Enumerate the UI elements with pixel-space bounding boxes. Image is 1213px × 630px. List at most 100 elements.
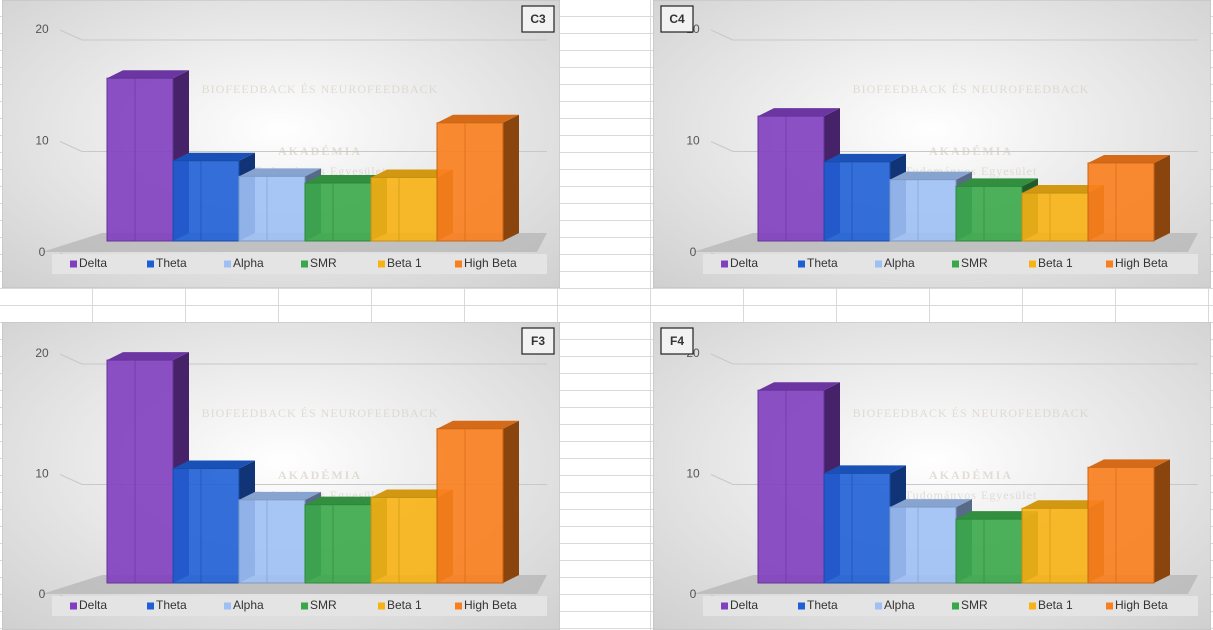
bar [1087,466,1155,584]
chart-panel: BIOFEEDBACK ÉS NEUROFEEDBACKAKADÉMIATudo… [2,322,560,630]
bar [823,472,891,584]
bar [238,499,306,584]
bar [889,506,957,584]
title-box [521,5,555,33]
bar [370,496,438,584]
chart: BIOFEEDBACK ÉS NEUROFEEDBACK AKADÉMIA Tudo… [653,322,1211,630]
legend-label: Theta [807,598,838,612]
legend-label: SMR [961,256,988,270]
chart: BIOFEEDBACK ÉS NEUROFEEDBACKAKADÉMIATudo… [653,0,1211,288]
y-tick-label: 0 [690,587,697,601]
bar [1087,162,1155,242]
legend-label: Beta 1 [1038,256,1073,270]
chart-title: F3 [531,334,545,348]
grid-line-wall [59,29,83,41]
y-tick-label: 0 [690,245,697,259]
legend-marker [721,260,728,268]
bar-top [437,420,519,429]
y-tick-label: 0 [39,587,46,601]
legend-marker [301,260,308,268]
title-box [660,327,694,355]
legend-marker [378,260,385,268]
legend-label: Delta [730,256,758,270]
watermark-text: BIOFEEDBACK ÉS NEUROFEEDBACK [853,406,1090,420]
legend-marker [798,260,805,268]
bar-top [824,465,906,474]
grid-line-wall [710,353,734,365]
legend-background [703,254,1198,274]
legend-marker [70,602,77,610]
legend-marker [70,260,77,268]
bar-side [1154,459,1170,583]
legend-label: Theta [156,598,187,612]
bar-top [239,491,321,500]
grid-line-wall [710,29,734,41]
bar [823,161,891,242]
legend-background [52,254,547,274]
y-tick-label: 10 [35,134,49,148]
legend-label: Alpha [233,598,264,612]
grid-line-wall [710,474,734,485]
bar-side [503,114,519,241]
bar-top [239,168,321,177]
watermark-text: AKADÉMIA [929,468,1013,482]
legend-marker [147,260,154,268]
legend-marker [147,602,154,610]
bar-top [107,352,189,361]
chart-title: F4 [670,334,684,348]
legend-marker [952,602,959,610]
y-tick-label: 20 [35,346,49,360]
legend-marker [721,602,728,610]
bar-top [758,382,840,391]
legend-marker [224,260,231,268]
bar [370,176,438,242]
watermark-text: BIOFEEDBACK ÉS NEUROFEEDBACK [853,82,1090,96]
legend-label: Delta [79,256,107,270]
bar-top [371,489,453,498]
legend-marker [1106,260,1113,268]
legend-label: High Beta [1115,598,1168,612]
bar [1021,507,1089,584]
legend-marker [1029,602,1036,610]
legend-marker [875,602,882,610]
legend-label: Alpha [233,256,264,270]
legend-label: High Beta [464,256,517,270]
y-tick-label: 20 [35,22,49,36]
bar [889,179,957,242]
title-box [660,5,694,33]
legend-label: Beta 1 [387,256,422,270]
bar-top [173,460,255,469]
legend-marker [224,602,231,610]
legend-marker [875,260,882,268]
bar [172,468,240,584]
bar [757,389,825,584]
bar-top [305,175,387,184]
legend-label: Theta [156,256,187,270]
legend-label: SMR [310,598,337,612]
bar-top [956,511,1038,520]
legend-marker [952,260,959,268]
legend-marker [455,602,462,610]
legend-marker [1106,602,1113,610]
bar [106,77,174,242]
legend-label: High Beta [1115,256,1168,270]
legend-label: SMR [961,598,988,612]
legend-marker [455,260,462,268]
chart-panel: BIOFEEDBACK ÉS NEUROFEEDBACK AKADÉMIA Tudo… [653,322,1211,630]
bar [106,359,174,584]
legend-label: Delta [730,598,758,612]
legend-label: Beta 1 [387,598,422,612]
bar [304,504,372,584]
chart: BIOFEEDBACK ÉS NEUROFEEDBACKAKADÉMIATudo… [2,0,560,288]
bar [757,115,825,242]
bar-top [1022,185,1104,194]
legend-label: Delta [79,598,107,612]
legend-label: Theta [807,256,838,270]
y-tick-label: 10 [686,134,700,148]
legend-background [52,596,547,616]
grid-line-wall [59,353,83,365]
watermark-text: Tudományos Egyesület [905,488,1038,502]
legend-label: High Beta [464,598,517,612]
